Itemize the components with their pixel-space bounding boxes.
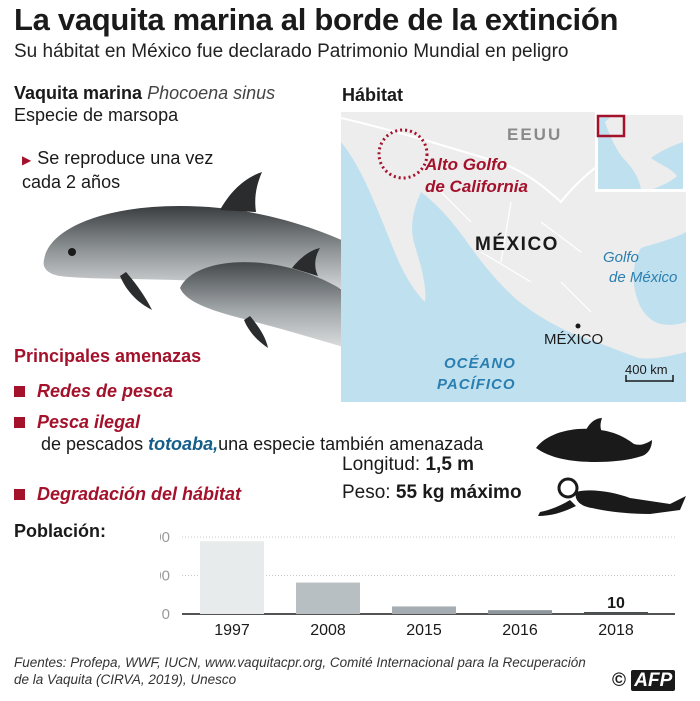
population-chart: 0 300 600 1997 2008 2015 2016 2018 10 (160, 529, 675, 639)
y-tick-label: 300 (160, 568, 170, 585)
y-tick-label: 600 (160, 529, 170, 546)
label-capital: MÉXICO (544, 331, 603, 348)
label-region-line2: de California (425, 177, 528, 196)
species-name: Vaquita marina Phocoena sinus (14, 83, 275, 104)
bar (488, 610, 552, 614)
threat-item: Pesca ilegal (14, 411, 140, 433)
triangle-bullet-icon: ▶ (22, 153, 32, 167)
scientific-name: Phocoena sinus (147, 83, 276, 103)
bar (200, 541, 264, 614)
afp-logo: AFP (631, 670, 676, 691)
label-gulf-line2: de México (609, 269, 677, 286)
label-gulf-line1: Golfo (603, 249, 639, 266)
y-tick-label: 0 (162, 606, 170, 623)
reproduction-note: ▶ Se reproduce una vez cada 2 años (22, 147, 222, 193)
species-type: Especie de marsopa (14, 105, 179, 125)
label-region-line1: Alto Golfo (424, 155, 507, 174)
habitat-map: EEUU Alto Golfo de California MÉXICO Gol… (341, 112, 686, 402)
vaquita-silhouette-icon (536, 428, 652, 462)
label-scale: 400 km (625, 362, 668, 377)
common-name: Vaquita marina (14, 83, 143, 103)
label-country: MÉXICO (475, 233, 559, 255)
bar (392, 606, 456, 614)
sources-note: Fuentes: Profepa, WWF, IUCN, www.vaquita… (14, 655, 586, 687)
length-stat: Longitud: 1,5 m (342, 454, 475, 475)
label-usa: EEUU (507, 125, 562, 144)
label-ocean-line1: OCÉANO (444, 355, 516, 372)
bar (584, 612, 648, 614)
x-tick-label: 2018 (598, 622, 634, 639)
threat-item: Redes de pesca (14, 380, 173, 402)
square-bullet-icon (14, 417, 25, 428)
capital-dot (575, 323, 581, 329)
weight-stat: Peso: 55 kg máximo (342, 482, 522, 503)
state-lines (430, 181, 592, 313)
bar (296, 582, 360, 614)
x-tick-label: 2015 (406, 622, 442, 639)
diver-silhouette-icon (557, 477, 579, 499)
x-tick-label: 2016 (502, 622, 538, 639)
population-title: Población: (14, 521, 107, 541)
label-ocean-line2: PACÍFICO (437, 376, 516, 393)
reproduction-text: Se reproduce una vez cada 2 años (22, 148, 214, 192)
map-title: Hábitat (342, 85, 404, 105)
inset-highlight-box (596, 114, 626, 138)
threat-item: Degradación del hábitat (14, 483, 241, 505)
x-tick-label: 2008 (310, 622, 346, 639)
page-title: La vaquita marina al borde de la extinci… (14, 2, 619, 37)
x-tick-label: 1997 (214, 622, 250, 639)
page-subtitle: Su hábitat en México fue declarado Patri… (14, 41, 569, 62)
agency-credit: © AFP (612, 670, 676, 692)
square-bullet-icon (14, 489, 25, 500)
threat-description: de pescados totoaba,una especie también … (41, 434, 484, 454)
square-bullet-icon (14, 386, 25, 397)
habitat-area-circle (377, 128, 429, 180)
threats-title: Principales amenazas (14, 346, 202, 366)
size-comparison (536, 418, 686, 516)
data-label: 10 (607, 595, 625, 612)
